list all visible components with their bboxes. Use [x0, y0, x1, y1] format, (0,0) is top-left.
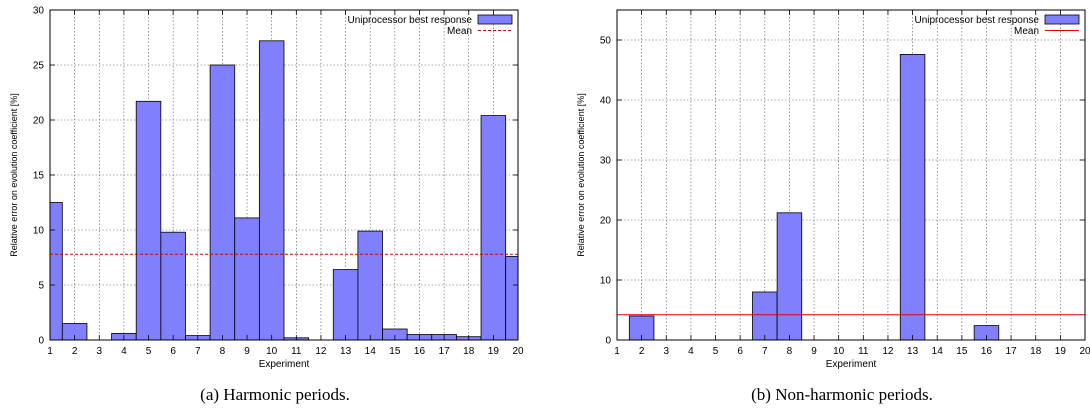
x-tick-label: 17 — [1006, 346, 1018, 357]
x-tick-label: 20 — [1079, 346, 1090, 357]
x-tick-label: 12 — [315, 346, 327, 357]
y-tick-label: 0 — [605, 336, 611, 347]
y-tick-label: 25 — [33, 61, 45, 72]
x-tick-label: 13 — [907, 346, 919, 357]
x-tick-label: 5 — [713, 346, 719, 357]
bar-19 — [480, 115, 507, 341]
y-tick-label: 15 — [33, 171, 45, 182]
x-axis-label: Experiment — [259, 359, 310, 370]
x-tick-label: 4 — [688, 346, 694, 357]
bar-9 — [234, 217, 260, 341]
bars — [49, 40, 519, 341]
y-tick-label: 5 — [38, 281, 44, 292]
y-tick-label: 30 — [33, 6, 45, 17]
caption-b: (b) Non-harmonic periods. — [751, 385, 933, 404]
legend-label-bars: Uniprocessor best response — [914, 15, 1039, 26]
x-tick-label: 12 — [882, 346, 894, 357]
y-tick-label: 20 — [600, 216, 612, 227]
x-tick-label: 10 — [266, 346, 278, 357]
bar-1 — [49, 202, 63, 341]
x-tick-label: 2 — [72, 346, 78, 357]
x-tick-label: 15 — [389, 346, 401, 357]
x-tick-label: 1 — [614, 346, 620, 357]
x-tick-label: 18 — [1030, 346, 1042, 357]
bar-5 — [135, 100, 162, 341]
x-tick-label: 8 — [220, 346, 226, 357]
y-tick-label: 10 — [600, 276, 612, 287]
plot-frame — [616, 9, 1086, 341]
x-tick-label: 14 — [365, 346, 377, 357]
x-tick-label: 9 — [244, 346, 250, 357]
legend-label-mean: Mean — [447, 26, 472, 37]
y-tick-label: 10 — [33, 226, 45, 237]
x-tick-label: 3 — [96, 346, 102, 357]
x-tick-label: 7 — [195, 346, 201, 357]
x-tick-label: 10 — [833, 346, 845, 357]
y-axis-label: Relative error on evolution coefficient … — [9, 93, 19, 256]
x-tick-label: 16 — [414, 346, 426, 357]
x-tick-label: 18 — [463, 346, 475, 357]
x-tick-label: 8 — [787, 346, 793, 357]
x-tick-label: 1 — [47, 346, 53, 357]
bar-20 — [505, 255, 519, 341]
y-tick-label: 50 — [600, 36, 612, 47]
legend-label-mean: Mean — [1014, 26, 1039, 37]
axes: 1 2 3 4 5 6 7 8 9 10 11 12 13 14 15 16 17 18 19 20051015202… — [33, 6, 524, 358]
y-tick-label: 30 — [600, 156, 612, 167]
chart-a: 1 2 3 4 5 6 7 8 9 10 11 12 13 14 15 16 17 18 19 20051015202… — [9, 6, 524, 371]
x-tick-label: 5 — [146, 346, 152, 357]
caption-a: (a) Harmonic periods. — [200, 385, 350, 404]
x-tick-label: 6 — [170, 346, 176, 357]
y-tick-label: 20 — [33, 116, 45, 127]
grid — [617, 10, 1085, 340]
x-tick-label: 4 — [121, 346, 127, 357]
x-tick-label: 2 — [639, 346, 645, 357]
bar-10 — [258, 40, 285, 341]
chart-b: 1 2 3 4 5 6 7 8 9 10 11 12 13 14 15 16 17 18 19 20010203040… — [576, 9, 1090, 370]
y-axis-label: Relative error on evolution coefficient … — [576, 93, 586, 256]
x-tick-label: 9 — [811, 346, 817, 357]
bar-7 — [752, 291, 778, 341]
axes: 1 2 3 4 5 6 7 8 9 10 11 12 13 14 15 16 17 18 19 20010203040… — [600, 10, 1090, 357]
x-tick-label: 6 — [737, 346, 743, 357]
x-tick-label: 16 — [981, 346, 993, 357]
bar-8 — [209, 64, 236, 341]
x-axis-label: Experiment — [826, 359, 877, 370]
legend-label-bars: Uniprocessor best response — [347, 15, 472, 26]
bar-13 — [332, 269, 359, 341]
x-tick-label: 11 — [291, 346, 302, 357]
x-tick-label: 15 — [956, 346, 968, 357]
y-tick-label: 0 — [38, 336, 44, 347]
x-tick-label: 14 — [932, 346, 944, 357]
x-tick-label: 17 — [439, 346, 451, 357]
y-tick-label: 40 — [600, 96, 612, 107]
bar-14 — [357, 230, 383, 341]
x-tick-label: 11 — [858, 346, 869, 357]
x-tick-label: 3 — [663, 346, 669, 357]
x-tick-label: 19 — [488, 346, 500, 357]
x-tick-label: 20 — [512, 346, 524, 357]
bar-8 — [776, 212, 803, 341]
legend-swatch-bars — [1044, 14, 1080, 25]
bar-13 — [899, 54, 926, 341]
x-tick-label: 7 — [762, 346, 768, 357]
x-tick-label: 19 — [1055, 346, 1067, 357]
legend-swatch-bars — [477, 14, 513, 25]
bar-6 — [160, 231, 186, 341]
x-tick-label: 13 — [340, 346, 352, 357]
